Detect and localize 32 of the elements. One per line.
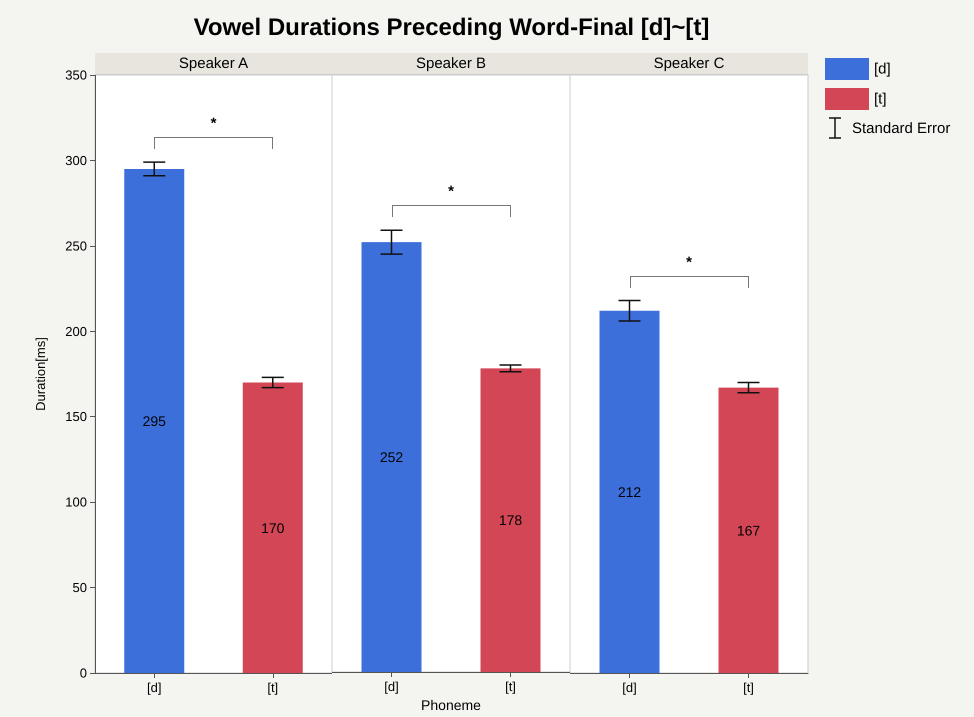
data-label: 170 — [261, 520, 285, 536]
legend-label: [d] — [874, 60, 891, 78]
y-tick-label: 100 — [65, 494, 87, 510]
data-label: 212 — [618, 484, 642, 500]
y-tick-label: 200 — [65, 324, 87, 339]
y-tick-label: 0 — [80, 666, 87, 680]
x-tick-label: [t] — [505, 679, 516, 694]
x-axis-title: Phoneme — [421, 697, 482, 713]
y-tick-label: 50 — [72, 580, 87, 596]
text: Standard Error — [852, 120, 950, 136]
x-tick-label: [t] — [743, 680, 754, 695]
annotation: * — [447, 183, 455, 200]
data-label: 252 — [380, 449, 404, 466]
chart-subtitle: Speaker B — [332, 53, 570, 75]
data-label: 167 — [736, 522, 760, 538]
y-tick-label: 150 — [65, 409, 87, 424]
annotation: * — [210, 115, 218, 132]
y-tick-label: 350 — [65, 68, 87, 82]
x-tick-label: [d] — [147, 680, 162, 695]
data-label: 295 — [142, 412, 166, 429]
text: Vowel Durations Preceding Word-Final [d]~[t] — [192, 14, 710, 42]
chart-subtitle: Speaker C — [570, 53, 808, 75]
annotation: * — [685, 254, 693, 271]
data-label: 178 — [498, 512, 522, 528]
y-axis-title: Duration[ms] — [33, 337, 48, 411]
y-tick-label: 250 — [65, 238, 87, 254]
x-tick-label: [d] — [384, 679, 399, 694]
x-tick-label: [t] — [267, 680, 278, 695]
legend-label: [t] — [874, 90, 887, 108]
y-tick-label: 300 — [65, 152, 87, 168]
chart-subtitle: Speaker A — [95, 53, 332, 75]
x-tick-label: [d] — [622, 680, 637, 695]
